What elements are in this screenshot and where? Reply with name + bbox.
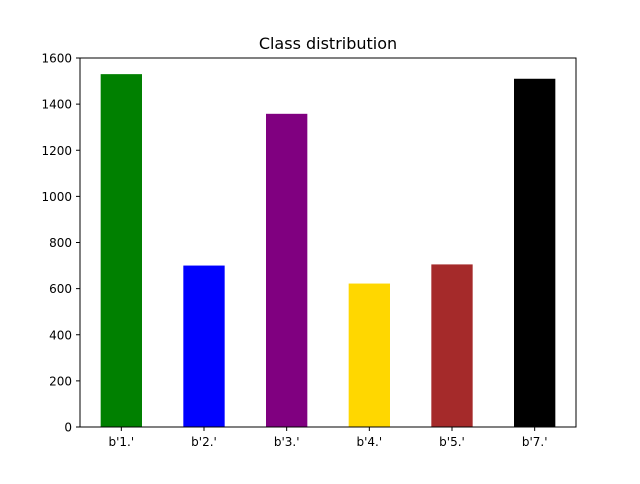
y-tick-label: 800 — [49, 236, 72, 250]
bars-layer — [100, 74, 556, 427]
bar-1 — [100, 74, 142, 427]
x-tick-label: b'3.' — [274, 435, 300, 449]
y-tick-label: 200 — [49, 374, 72, 388]
y-tick-label: 0 — [64, 421, 72, 435]
x-tick-label: b'4.' — [356, 435, 382, 449]
y-axis: 0 200 400 600 800 1000 1200 1400 1600 — [41, 52, 80, 435]
x-tick-label: b'1.' — [108, 435, 134, 449]
y-tick-label: 1000 — [41, 190, 72, 204]
plot-frame — [79, 57, 577, 428]
y-tick-label: 600 — [49, 282, 72, 296]
y-tick-label: 1400 — [41, 98, 72, 112]
bar-6 — [514, 78, 556, 427]
bar-5 — [431, 264, 473, 427]
bar-2 — [183, 265, 225, 427]
bar-4 — [348, 283, 390, 427]
y-tick-label: 1200 — [41, 144, 72, 158]
y-tick-label: 400 — [49, 328, 72, 342]
y-tick-label: 1600 — [41, 52, 72, 66]
x-tick-label: b'2.' — [191, 435, 217, 449]
chart-title: Class distribution — [259, 34, 397, 53]
x-axis: b'1.' b'2.' b'3.' b'4.' b'5.' b'7.' — [108, 427, 548, 449]
x-tick-label: b'5.' — [439, 435, 465, 449]
x-tick-label: b'7.' — [522, 435, 548, 449]
bar-3 — [266, 113, 308, 427]
